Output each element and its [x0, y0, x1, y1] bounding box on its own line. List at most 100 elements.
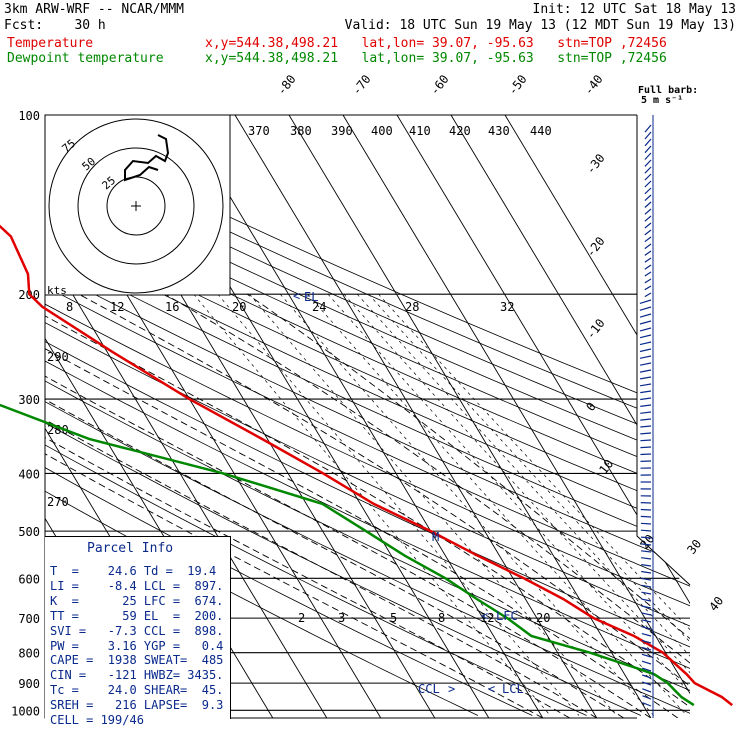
wind-barb: [642, 681, 652, 686]
mixing-ratio-line: [378, 293, 690, 716]
dry-adiabat: [45, 115, 690, 716]
theta-label: 410: [409, 124, 431, 138]
hodograph-box: [44, 114, 231, 296]
wind-barb: [644, 243, 652, 250]
lcl-marker-tick: <: [488, 682, 495, 696]
wind-barb: [641, 591, 652, 595]
parcel-info-row: SREH = 216 LAPSE= 9.3: [50, 698, 224, 713]
plot-frame-right: [636, 115, 691, 586]
wind-barb: [640, 425, 652, 428]
lcl-marker: LCL: [502, 682, 524, 696]
wind-barb: [639, 299, 652, 304]
wind-barb: [641, 557, 652, 560]
wind-barb: [641, 550, 652, 553]
wind-barb: [640, 446, 652, 449]
wind-barb: [639, 334, 652, 339]
theta-label: 370: [248, 124, 270, 138]
mixing-ratio-label: 5: [390, 611, 397, 625]
moist-adiabat: [78, 293, 690, 718]
wind-barb: [644, 292, 652, 298]
init-time: Init: 12 UTC Sat 18 May 13: [532, 2, 737, 17]
dry-adiabat: [45, 115, 690, 716]
dry-adiabat: [45, 115, 690, 716]
wind-barb: [640, 411, 652, 414]
mixing-ratio-label: 20: [536, 611, 550, 625]
isotherm-label: -10: [583, 316, 607, 342]
wind-barb: [640, 543, 652, 546]
wind-barb: [639, 327, 652, 332]
mixing-ratio-label: 12: [110, 300, 124, 314]
hodograph-units: kts: [47, 284, 67, 297]
mixing-ratio-label: 16: [165, 300, 179, 314]
wind-barb: [644, 166, 652, 174]
dry-adiabat: [45, 115, 690, 716]
wind-barb: [644, 222, 652, 229]
temperature-station-info: x,y=544.38,498.21 lat,lon= 39.07, -95.63…: [205, 36, 667, 51]
mixing-ratio-line: [249, 293, 618, 716]
hodograph-ring-75: [48, 118, 224, 294]
theta-labels: 370 380 390 400 410 420 430 440 290 280 270: [47, 124, 552, 509]
parcel-info-row: K = 25 LFC = 674.: [50, 593, 224, 608]
el-marker-tick: <: [293, 289, 300, 303]
parcel-info-row: LI = -8.4 LCL = 897.: [50, 578, 224, 593]
ccl-marker-tick: >: [448, 682, 455, 696]
wind-barb: [639, 313, 652, 318]
dry-adiabat: [45, 115, 690, 716]
theta-label: 390: [331, 124, 353, 138]
dry-adiabat: [45, 115, 690, 716]
dry-adiabat: [45, 115, 690, 716]
wind-barb: [644, 278, 652, 284]
wind-barb: [644, 250, 652, 256]
wind-barb: [639, 341, 652, 346]
barb-legend-line2: 5 m s⁻¹: [641, 95, 683, 106]
wind-barb: [644, 264, 652, 270]
wind-barb: [640, 522, 652, 525]
wind-barb: [644, 208, 652, 215]
isotherm-label: 0: [583, 400, 598, 414]
isotherm-label: 30: [684, 537, 704, 557]
isotherm-line: [396, 115, 690, 718]
wind-barb: [644, 145, 652, 154]
dry-adiabat: [45, 115, 690, 716]
lfc-marker: LFC: [496, 609, 518, 623]
dry-adiabat: [45, 115, 690, 716]
mixing-ratio-label: 32: [500, 300, 514, 314]
mixing-ratio-line: [193, 293, 551, 716]
mixing-ratio-label: 12: [480, 611, 494, 625]
mixing-ratio-label: 28: [405, 300, 419, 314]
mixing-ratio-line: [307, 293, 688, 716]
wind-barb: [644, 152, 652, 160]
wind-barb: [639, 320, 652, 325]
wind-barb: [641, 577, 652, 581]
isotherm-label: -20: [583, 234, 607, 260]
mixing-ratio-line: [327, 293, 690, 716]
mixing-ratio-label: 8: [66, 300, 73, 314]
dry-adiabat: [45, 115, 690, 716]
parcel-info-row: SVI = -7.3 CCL = 898.: [50, 623, 224, 638]
mixing-ratio-labels: 8 12 16 20 24 28 32 2 3 5 8 12 20: [66, 300, 550, 625]
wind-barb: [640, 432, 652, 435]
wind-barb: [644, 285, 652, 291]
theta-label: 290: [47, 350, 69, 364]
moist-adiabat: [45, 293, 690, 718]
parcel-info-row: TT = 59 EL = 200.: [50, 608, 224, 623]
temperature-trace: [0, 224, 733, 707]
barb-legend-line1: Full barb:: [638, 85, 698, 96]
wind-barb: [644, 236, 652, 243]
wind-barb: [644, 271, 652, 277]
forecast-hour: Fcst: 30 h: [4, 18, 106, 33]
wind-barb: [641, 626, 652, 630]
isotherm-label: -50: [505, 72, 529, 98]
moist-adiabat: [45, 293, 544, 718]
lfc-marker-tick: <: [481, 609, 488, 623]
isotherm-label: -80: [274, 72, 298, 98]
mixing-ratio-label: 3: [338, 611, 345, 625]
isotherm-line: [45, 115, 328, 718]
wind-barb: [644, 131, 652, 140]
mixing-ratio-line: [280, 293, 654, 716]
wind-barb: [640, 529, 652, 532]
el-marker: EL: [304, 290, 318, 304]
isotherm-label: 20: [637, 532, 657, 552]
pressure-label: 300: [18, 393, 40, 407]
